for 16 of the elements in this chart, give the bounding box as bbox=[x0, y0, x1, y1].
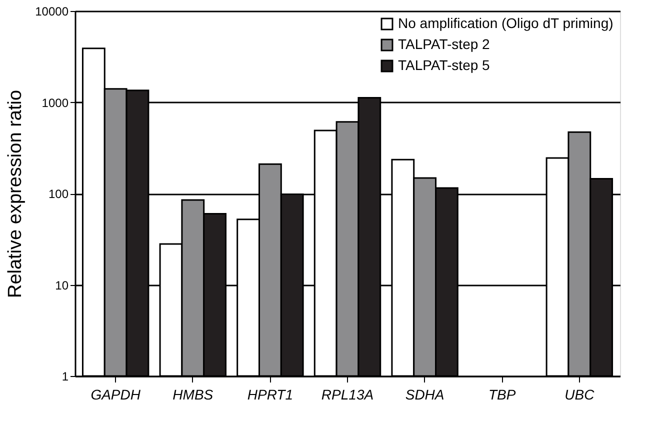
x-tick-label: UBC bbox=[564, 386, 596, 402]
legend-label: TALPAT-step 5 bbox=[398, 57, 490, 73]
x-tick-label: RPL13A bbox=[321, 386, 374, 402]
x-tick-label: HPRT1 bbox=[247, 386, 294, 402]
x-tick-label: TBP bbox=[488, 386, 516, 402]
x-tick-label: HMBS bbox=[172, 386, 214, 402]
y-axis-title: Relative expression ratio bbox=[5, 90, 26, 298]
y-tick-label: 10 bbox=[55, 278, 69, 292]
legend-label: No amplification (Oligo dT priming) bbox=[398, 15, 614, 31]
y-tick-label: 1000 bbox=[42, 96, 69, 110]
x-tick-label: GAPDH bbox=[90, 386, 142, 402]
y-tick-label: 10000 bbox=[35, 4, 69, 18]
y-tick-label: 1 bbox=[62, 370, 69, 384]
y-tick-label: 100 bbox=[48, 187, 69, 201]
legend-label: TALPAT-step 2 bbox=[398, 36, 490, 52]
x-tick-label: SDHA bbox=[405, 386, 444, 402]
